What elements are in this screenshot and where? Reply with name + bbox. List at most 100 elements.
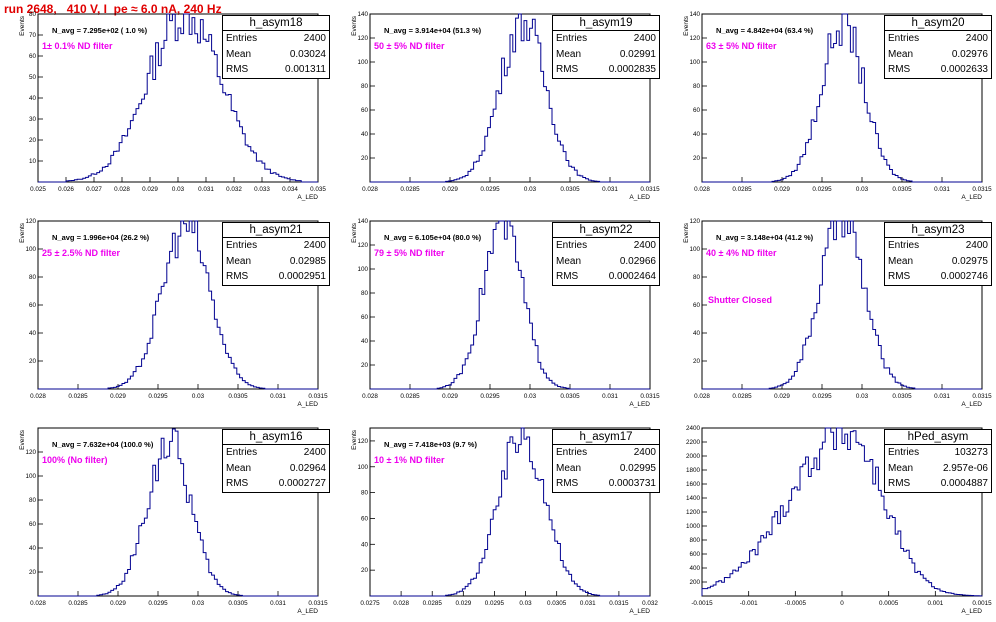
stats-label-entries: Entries xyxy=(888,33,920,44)
stats-row-entries: Entries 2400 xyxy=(223,238,329,254)
histogram-panel-h_asym19: 0.028 0.0285 0.029 0.0295 0.03 0.0305 0.031 0.0… xyxy=(332,0,664,207)
filter-label: 79 ± 5% ND filter xyxy=(374,248,445,258)
y-tick-label: 60 xyxy=(361,515,369,522)
x-tick-label: 0.029 xyxy=(110,600,126,607)
stats-row-mean: Mean 0.02964 xyxy=(223,461,329,477)
stats-value-mean: 0.02975 xyxy=(951,255,988,267)
stats-row-rms: RMS 0.0002633 xyxy=(885,62,991,78)
y-tick-label: 20 xyxy=(29,137,37,144)
x-tick-label: 0.032 xyxy=(642,600,658,607)
stats-value-entries: 2400 xyxy=(303,447,326,458)
n-avg-annotation: N_avg = 3.914e+04 (51.3 %) xyxy=(384,26,482,35)
stats-label-rms: RMS xyxy=(556,271,579,282)
y-tick-label: 20 xyxy=(361,567,369,574)
stats-row-mean: Mean 0.02995 xyxy=(553,461,659,477)
x-axis-label: A_LED xyxy=(629,401,650,408)
stats-label-rms: RMS xyxy=(226,64,249,75)
plot-frame xyxy=(369,13,651,183)
stats-value-entries: 2400 xyxy=(965,240,988,251)
y-tick-label: 30 xyxy=(29,116,37,123)
stats-value-rms: 0.0003731 xyxy=(608,478,656,489)
y-axis-label: Events xyxy=(351,429,358,450)
x-tick-label: 0.028 xyxy=(30,393,46,400)
x-tick-label: 0.029 xyxy=(774,186,790,193)
stats-box: h_asym18 Entries 2400 Mean 0.03024 RMS 0.00131… xyxy=(222,15,330,79)
y-tick-label: 120 xyxy=(689,218,700,225)
histogram-plot: 0.028 0.0285 0.029 0.0295 0.03 0.0305 0.031 0.0… xyxy=(683,11,992,201)
stats-box: h_asym20 Entries 2400 Mean 0.02976 RMS 0.00026… xyxy=(884,15,992,79)
stats-value-mean: 0.02964 xyxy=(289,462,326,474)
stats-label-rms: RMS xyxy=(888,478,911,489)
filter-label: 50 ± 5% ND filter xyxy=(374,41,445,51)
stats-value-mean: 0.02995 xyxy=(619,462,656,474)
x-tick-label: 0.0295 xyxy=(148,393,168,400)
stats-box: h_asym21 Entries 2400 Mean 0.02985 RMS 0.00029… xyxy=(222,222,330,286)
y-tick-label: 1000 xyxy=(686,523,701,530)
histogram-plot: 0.0275 0.028 0.0285 0.029 0.0295 0.03 0.0305 0.… xyxy=(351,427,658,615)
stats-value-rms: 0.0002633 xyxy=(940,64,988,75)
stats-label-rms: RMS xyxy=(888,64,911,75)
x-tick-label: 0.0315 xyxy=(308,600,328,607)
y-tick-label: 1800 xyxy=(686,467,701,474)
y-tick-label: 120 xyxy=(357,438,368,445)
x-tick-label: 0.025 xyxy=(30,186,46,193)
x-tick-label: 0.029 xyxy=(142,186,158,193)
y-tick-label: 80 xyxy=(693,83,701,90)
filter-label: Shutter Closed xyxy=(708,295,773,305)
y-tick-label: 60 xyxy=(29,521,37,528)
x-tick-label: 0.03 xyxy=(519,600,532,607)
y-tick-label: 40 xyxy=(693,330,701,337)
histogram-plot: 0.025 0.026 0.027 0.028 0.029 0.03 0.031 0.032 0… xyxy=(19,11,326,201)
stats-row-mean: Mean 0.03024 xyxy=(223,47,329,63)
x-tick-label: 0.0305 xyxy=(892,186,912,193)
x-axis-label: A_LED xyxy=(297,608,318,615)
x-tick-label: 0.0305 xyxy=(547,600,567,607)
x-tick-label: 0.03 xyxy=(192,600,205,607)
y-tick-label: 100 xyxy=(689,59,700,66)
stats-value-mean: 0.02976 xyxy=(951,48,988,60)
stats-value-entries: 2400 xyxy=(633,33,656,44)
y-axis-label: Events xyxy=(683,222,690,243)
x-tick-label: 0.0315 xyxy=(640,393,660,400)
stats-title: h_asym16 xyxy=(223,430,329,445)
y-tick-label: 120 xyxy=(25,449,36,456)
stats-label-mean: Mean xyxy=(888,462,914,474)
n-avg-annotation: N_avg = 7.295e+02 ( 1.0 %) xyxy=(52,26,148,35)
x-tick-label: 0.0315 xyxy=(640,186,660,193)
x-axis-label: A_LED xyxy=(961,608,982,615)
y-axis-label: Events xyxy=(19,222,26,243)
x-tick-label: 0.035 xyxy=(310,186,326,193)
x-tick-label: 0.0305 xyxy=(892,393,912,400)
stats-label-rms: RMS xyxy=(888,271,911,282)
y-tick-label: 70 xyxy=(29,32,37,39)
x-tick-label: 0.0285 xyxy=(400,393,420,400)
x-tick-label: -0.001 xyxy=(740,600,758,607)
stats-value-entries: 2400 xyxy=(303,33,326,44)
y-tick-label: 50 xyxy=(29,74,37,81)
y-tick-label: 60 xyxy=(29,302,37,309)
stats-value-entries: 2400 xyxy=(303,240,326,251)
x-tick-label: -0.0005 xyxy=(785,600,807,607)
y-tick-label: 20 xyxy=(29,569,37,576)
x-tick-label: 0.0305 xyxy=(228,393,248,400)
n-avg-annotation: N_avg = 7.632e+04 (100.0 %) xyxy=(52,440,154,449)
y-tick-label: 1600 xyxy=(686,481,701,488)
y-tick-label: 80 xyxy=(29,497,37,504)
y-tick-label: 40 xyxy=(29,545,37,552)
y-tick-label: 100 xyxy=(357,464,368,471)
stats-label-mean: Mean xyxy=(556,48,582,60)
x-tick-label: 0.03 xyxy=(172,186,185,193)
stats-row-rms: RMS 0.0004887 xyxy=(885,476,991,492)
x-tick-label: 0.0295 xyxy=(812,393,832,400)
y-tick-label: 2400 xyxy=(686,425,701,432)
y-tick-label: 40 xyxy=(29,330,37,337)
y-tick-label: 60 xyxy=(29,53,37,60)
stats-row-mean: Mean 0.02975 xyxy=(885,254,991,270)
stats-row-mean: Mean 0.02985 xyxy=(223,254,329,270)
x-tick-label: 0.0315 xyxy=(609,600,629,607)
stats-row-rms: RMS 0.0002951 xyxy=(223,269,329,285)
stats-row-entries: Entries 2400 xyxy=(885,31,991,47)
y-axis-label: Events xyxy=(19,15,26,36)
stats-label-entries: Entries xyxy=(556,33,588,44)
x-axis-label: A_LED xyxy=(629,194,650,201)
